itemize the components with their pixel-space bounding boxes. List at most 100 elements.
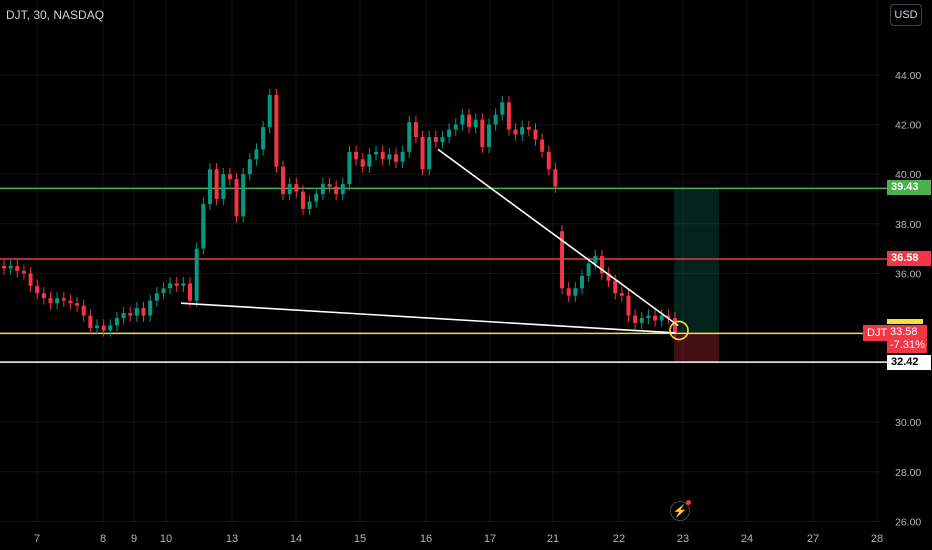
- candle: [414, 122, 418, 137]
- candle: [573, 288, 577, 295]
- candle: [547, 152, 551, 169]
- y-axis-tick-label: 44.00: [895, 70, 921, 82]
- candle: [188, 283, 192, 300]
- candle: [29, 273, 33, 285]
- candle: [533, 130, 537, 140]
- candle: [381, 152, 385, 159]
- candle: [514, 130, 518, 135]
- candle: [626, 296, 630, 316]
- candle: [361, 159, 365, 166]
- x-axis-tick-label: 9: [131, 533, 137, 545]
- candle: [22, 271, 26, 273]
- white-level-label: 32.42: [887, 355, 931, 370]
- candle: [115, 318, 119, 325]
- x-axis-tick-label: 27: [807, 533, 819, 545]
- candle: [122, 313, 126, 318]
- candle: [314, 194, 318, 201]
- yellow-level-marker: [887, 319, 923, 324]
- last-price-value: 33.58: [890, 326, 924, 339]
- candle: [88, 316, 92, 328]
- candle: [301, 192, 305, 209]
- y-axis-tick-label: 42.00: [895, 120, 921, 132]
- candle: [75, 303, 79, 305]
- x-axis-tick-label: 16: [420, 533, 432, 545]
- y-axis-tick-label: 38.00: [895, 219, 921, 231]
- x-axis-tick-label: 13: [226, 533, 238, 545]
- candle: [520, 127, 524, 134]
- candle: [42, 293, 46, 298]
- x-axis-tick-label: 22: [613, 533, 625, 545]
- currency-button[interactable]: USD: [890, 4, 922, 26]
- y-axis-tick-label: 28.00: [895, 467, 921, 479]
- candle: [660, 316, 664, 321]
- candle: [447, 130, 451, 137]
- candle: [553, 169, 557, 186]
- candle: [467, 115, 471, 127]
- loss-zone: [674, 333, 719, 362]
- candle: [440, 137, 444, 142]
- candle: [421, 137, 425, 169]
- candle: [128, 313, 132, 315]
- candle: [15, 266, 19, 271]
- y-axis-tick-label: 36.00: [895, 268, 921, 280]
- y-axis-tick-label: 26.00: [895, 516, 921, 528]
- candle: [587, 263, 591, 275]
- trendline: [181, 303, 676, 333]
- candle: [401, 152, 405, 162]
- x-axis-tick-label: 23: [677, 533, 689, 545]
- candle: [567, 288, 571, 295]
- candle: [208, 169, 212, 204]
- y-axis-tick-label: 30.00: [895, 417, 921, 429]
- candle: [62, 298, 66, 300]
- candle: [35, 286, 39, 293]
- candle: [254, 149, 258, 159]
- candle: [454, 125, 458, 130]
- candle: [82, 306, 86, 316]
- x-axis-tick-label: 17: [484, 533, 496, 545]
- green-level-label: 39.43: [887, 180, 931, 195]
- candle: [241, 174, 245, 216]
- x-axis-tick-label: 21: [547, 533, 559, 545]
- red-level-label: 36.58: [887, 251, 931, 266]
- symbol-info[interactable]: DJT, 30, NASDAQ: [6, 8, 104, 22]
- candle: [68, 301, 72, 303]
- candle: [387, 154, 391, 159]
- candle: [201, 204, 205, 249]
- candle: [540, 139, 544, 151]
- candle: [460, 115, 464, 125]
- candle: [308, 201, 312, 208]
- candle: [155, 293, 159, 300]
- candle: [181, 283, 185, 285]
- candle: [374, 152, 378, 154]
- candle: [95, 325, 99, 327]
- candle: [334, 187, 338, 194]
- candle: [49, 298, 53, 303]
- candle: [487, 125, 491, 147]
- candle: [646, 316, 650, 318]
- candle: [195, 249, 199, 301]
- candle: [367, 154, 371, 166]
- candle: [148, 301, 152, 316]
- x-axis-tick-label: 14: [290, 533, 302, 545]
- candle: [2, 266, 6, 268]
- candle: [102, 325, 106, 330]
- candle: [347, 152, 351, 184]
- candle: [321, 184, 325, 194]
- candle: [474, 120, 478, 127]
- candle: [434, 137, 438, 142]
- candle: [248, 159, 252, 174]
- candle: [168, 283, 172, 288]
- x-axis-tick-label: 24: [741, 533, 753, 545]
- candle: [9, 266, 13, 268]
- candle: [480, 120, 484, 147]
- candle: [55, 298, 59, 303]
- profit-zone: [674, 188, 719, 333]
- candle: [261, 127, 265, 149]
- candle: [215, 169, 219, 199]
- candle: [221, 174, 225, 199]
- candle: [281, 167, 285, 194]
- x-axis-tick-label: 28: [871, 533, 883, 545]
- candle: [633, 316, 637, 323]
- candle: [268, 95, 272, 127]
